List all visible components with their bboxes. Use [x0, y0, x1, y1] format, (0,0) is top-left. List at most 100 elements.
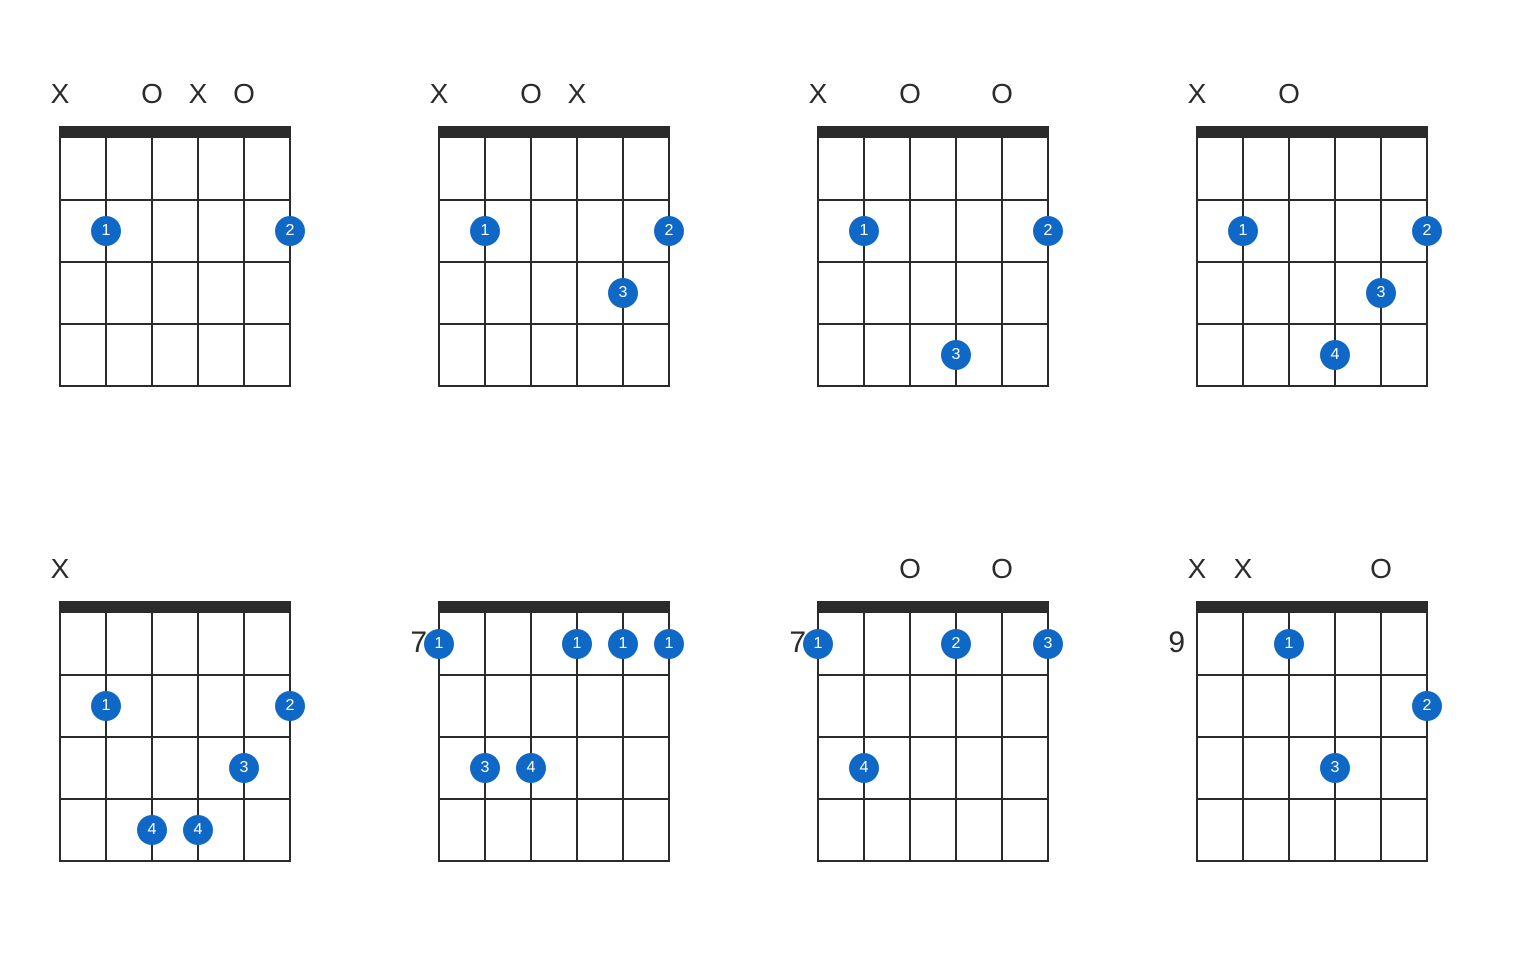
fret-line: [1196, 261, 1428, 263]
finger-number: 1: [102, 222, 111, 240]
finger-dot: 2: [1412, 691, 1442, 721]
finger-number: 2: [952, 635, 961, 653]
finger-dot: 3: [470, 753, 500, 783]
top-label-row: X: [37, 555, 313, 583]
finger-dot: 1: [849, 216, 879, 246]
finger-number: 2: [1044, 222, 1053, 240]
finger-dot: 2: [275, 691, 305, 721]
top-label-row: XOX: [416, 80, 692, 108]
empty-string-label: [221, 555, 267, 583]
finger-dot: 1: [803, 629, 833, 659]
nut-bar: [59, 126, 291, 138]
muted-string-label: X: [554, 80, 600, 108]
chord-diagram: 7111134: [439, 601, 669, 861]
top-label-row: XO: [1174, 80, 1450, 108]
fret-line: [438, 674, 670, 676]
chord-cell: XO1234: [1187, 80, 1486, 445]
finger-number: 3: [240, 759, 249, 777]
empty-string-label: [933, 555, 979, 583]
finger-number: 1: [573, 635, 582, 653]
chord-cell: XOXO12: [50, 80, 349, 445]
finger-number: 1: [1239, 222, 1248, 240]
chord-cell: 7111134: [429, 555, 728, 920]
chord-diagram: XXO9123: [1197, 601, 1427, 861]
finger-dot: 4: [183, 815, 213, 845]
chord-cell: OO71234: [808, 555, 1107, 920]
finger-dot: 2: [1412, 216, 1442, 246]
fret-line: [438, 323, 670, 325]
empty-string-label: [1312, 80, 1358, 108]
finger-dot: 1: [91, 691, 121, 721]
chord-cell: XOO123: [808, 80, 1107, 445]
nut-bar: [438, 126, 670, 138]
fret-line: [817, 798, 1049, 800]
finger-number: 3: [952, 346, 961, 364]
finger-number: 3: [619, 284, 628, 302]
empty-string-label: [1404, 555, 1450, 583]
empty-string-label: [1266, 555, 1312, 583]
empty-string-label: [129, 555, 175, 583]
finger-number: 4: [527, 759, 536, 777]
finger-dot: 4: [849, 753, 879, 783]
empty-string-label: [1220, 80, 1266, 108]
nut-bar: [817, 601, 1049, 613]
fret-line: [817, 736, 1049, 738]
chord-diagram: OO71234: [818, 601, 1048, 861]
empty-string-label: [600, 80, 646, 108]
finger-number: 2: [665, 222, 674, 240]
top-label-row: OO: [795, 555, 1071, 583]
fret-line: [817, 199, 1049, 201]
finger-dot: 2: [275, 216, 305, 246]
empty-string-label: [646, 80, 692, 108]
open-string-label: O: [221, 80, 267, 108]
empty-string-label: [1358, 80, 1404, 108]
fret-line: [1196, 199, 1428, 201]
finger-number: 1: [665, 635, 674, 653]
finger-dot: 1: [424, 629, 454, 659]
finger-number: 4: [1331, 346, 1340, 364]
finger-number: 1: [860, 222, 869, 240]
finger-dot: 3: [1033, 629, 1063, 659]
muted-string-label: X: [795, 80, 841, 108]
finger-number: 1: [814, 635, 823, 653]
open-string-label: O: [508, 80, 554, 108]
open-string-label: O: [1358, 555, 1404, 583]
nut-bar: [59, 601, 291, 613]
empty-string-label: [841, 80, 887, 108]
finger-dot: 3: [229, 753, 259, 783]
fret-line: [817, 860, 1049, 862]
finger-number: 3: [1331, 759, 1340, 777]
empty-string-label: [462, 80, 508, 108]
empty-string-label: [267, 80, 313, 108]
empty-string-label: [1404, 80, 1450, 108]
top-label-row: XOO: [795, 80, 1071, 108]
finger-number: 4: [148, 821, 157, 839]
finger-number: 2: [286, 222, 295, 240]
finger-dot: 4: [516, 753, 546, 783]
fret-line: [1196, 674, 1428, 676]
finger-dot: 3: [1320, 753, 1350, 783]
finger-number: 3: [1377, 284, 1386, 302]
finger-dot: 3: [1366, 278, 1396, 308]
open-string-label: O: [979, 80, 1025, 108]
fret-line: [59, 674, 291, 676]
fret-line: [59, 199, 291, 201]
chord-cell: XXO9123: [1187, 555, 1486, 920]
open-string-label: O: [887, 555, 933, 583]
empty-string-label: [795, 555, 841, 583]
finger-number: 4: [194, 821, 203, 839]
finger-dot: 2: [1033, 216, 1063, 246]
muted-string-label: X: [1220, 555, 1266, 583]
top-label-row: XXO: [1174, 555, 1450, 583]
muted-string-label: X: [37, 555, 83, 583]
start-fret-label: 9: [1159, 628, 1185, 658]
chord-grid: XOXO12XOX123XOO123XO1234X123447111134OO7…: [50, 80, 1486, 920]
finger-number: 2: [1423, 697, 1432, 715]
empty-string-label: [83, 555, 129, 583]
fret-line: [1196, 736, 1428, 738]
muted-string-label: X: [416, 80, 462, 108]
finger-number: 2: [1423, 222, 1432, 240]
open-string-label: O: [129, 80, 175, 108]
fret-line: [59, 736, 291, 738]
empty-string-label: [1025, 555, 1071, 583]
